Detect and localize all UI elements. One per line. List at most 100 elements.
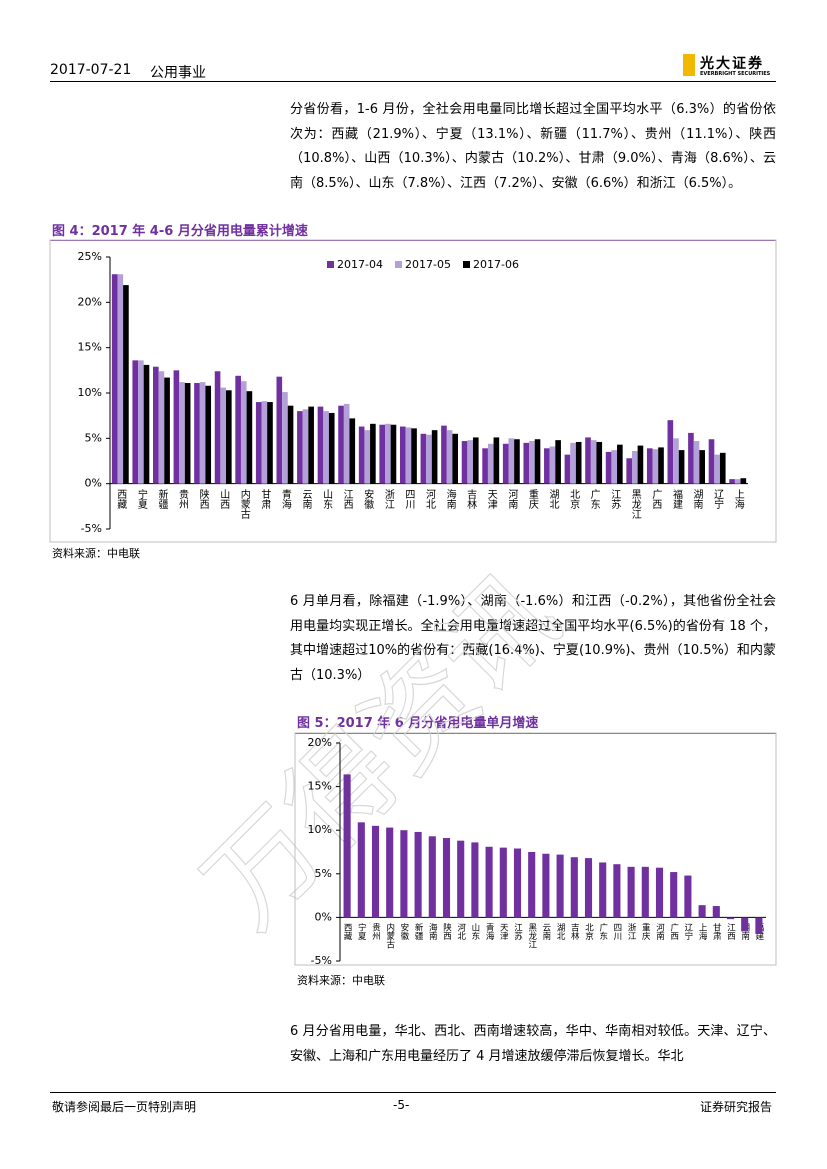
x-tick-label: 天津 xyxy=(498,923,508,941)
x-tick-label: 江西 xyxy=(726,923,736,941)
bar xyxy=(684,875,692,918)
bar xyxy=(714,454,720,484)
x-tick-label: 四川 xyxy=(612,923,622,940)
bar xyxy=(712,906,720,918)
x-tick-label: 广西 xyxy=(669,922,679,941)
bar xyxy=(590,440,597,484)
x-tick-label: 内蒙古 xyxy=(238,488,250,520)
x-tick-label: 西藏 xyxy=(115,489,127,510)
x-tick-label: 贵州 xyxy=(371,922,381,940)
y-tick-label: 15% xyxy=(308,780,332,793)
bar xyxy=(386,827,394,918)
x-tick-label: 黑龙江 xyxy=(629,489,641,519)
x-tick-label: 浙江 xyxy=(382,489,394,509)
bar xyxy=(575,441,582,484)
chart-frame xyxy=(294,732,777,966)
legend-label: 2017-06 xyxy=(473,258,519,271)
bar xyxy=(205,385,212,484)
bar xyxy=(693,441,700,484)
logo-cn: 光大证券 xyxy=(700,56,764,72)
bar xyxy=(502,443,509,484)
bar xyxy=(755,917,763,934)
x-tick-label: 北京 xyxy=(568,489,580,510)
x-tick-label: 内蒙古 xyxy=(385,922,395,949)
x-tick-label: 福建 xyxy=(670,488,682,509)
legend-swatch xyxy=(327,261,334,268)
bar xyxy=(699,450,705,484)
bar xyxy=(297,411,303,484)
bar xyxy=(472,437,479,484)
bar xyxy=(605,451,612,484)
bar xyxy=(255,402,262,484)
bar xyxy=(499,847,507,918)
legend-label: 2017-05 xyxy=(405,258,451,271)
header-sector: 公用事业 xyxy=(150,65,206,81)
bar xyxy=(317,406,324,484)
bar xyxy=(655,867,664,918)
x-tick-label: 广东 xyxy=(588,489,600,509)
bar xyxy=(214,371,221,484)
bar xyxy=(584,858,593,918)
x-tick-label: 江西 xyxy=(341,489,353,509)
bar xyxy=(698,905,706,918)
bar xyxy=(726,917,735,920)
bar xyxy=(508,438,515,484)
footer-rule xyxy=(50,1092,776,1093)
bar xyxy=(179,382,185,484)
bar xyxy=(688,432,694,484)
x-tick-label: 贵州 xyxy=(177,488,189,509)
bar xyxy=(390,424,397,484)
x-tick-label: 山西 xyxy=(218,489,230,509)
bar xyxy=(428,836,436,918)
figure-title: 图 5：2017 年 6 月分省用电量单月增速 xyxy=(297,716,539,731)
x-tick-label: 北京 xyxy=(584,923,594,941)
x-tick-label: 吉林 xyxy=(465,489,477,510)
bar xyxy=(357,822,365,918)
bar xyxy=(446,430,453,484)
bar xyxy=(637,445,644,484)
bar xyxy=(641,866,649,918)
bar xyxy=(611,450,618,484)
bar xyxy=(523,442,530,484)
watermark: 万得资讯 xyxy=(180,550,582,952)
x-tick-label: 天津 xyxy=(485,489,497,510)
bar xyxy=(528,852,536,918)
x-tick-label: 宁夏 xyxy=(135,488,147,509)
bar xyxy=(220,387,227,484)
bar xyxy=(111,274,118,484)
x-tick-label: 重庆 xyxy=(526,488,538,510)
bar xyxy=(471,842,479,918)
x-tick-label: 陕西 xyxy=(442,922,452,941)
x-tick-label: 四川 xyxy=(403,489,415,509)
bar xyxy=(741,917,749,932)
bar xyxy=(132,360,139,484)
y-tick-label: 15% xyxy=(78,341,102,354)
bar xyxy=(556,854,564,918)
x-tick-label: 广东 xyxy=(598,922,608,940)
x-tick-label: 黑龙江 xyxy=(527,923,537,949)
header-rule xyxy=(50,81,776,82)
bar xyxy=(287,405,294,484)
bar xyxy=(564,454,571,484)
bar xyxy=(617,444,623,484)
bar xyxy=(570,442,576,484)
bar xyxy=(534,439,541,484)
bar xyxy=(493,437,500,484)
x-tick-label: 青海 xyxy=(484,922,494,941)
bar xyxy=(414,831,422,918)
bar xyxy=(631,451,638,484)
bar xyxy=(276,376,283,484)
bar xyxy=(678,450,685,484)
figure-title: 图 4：2017 年 4-6 月分省用电量累计增速 xyxy=(52,224,308,239)
bar xyxy=(513,848,522,918)
bar xyxy=(261,401,268,484)
y-tick-label: 25% xyxy=(78,250,102,263)
bar xyxy=(431,430,438,484)
bar xyxy=(323,411,329,484)
bar xyxy=(199,382,206,484)
bar xyxy=(164,377,170,484)
bar xyxy=(267,402,273,484)
bar xyxy=(240,381,247,484)
